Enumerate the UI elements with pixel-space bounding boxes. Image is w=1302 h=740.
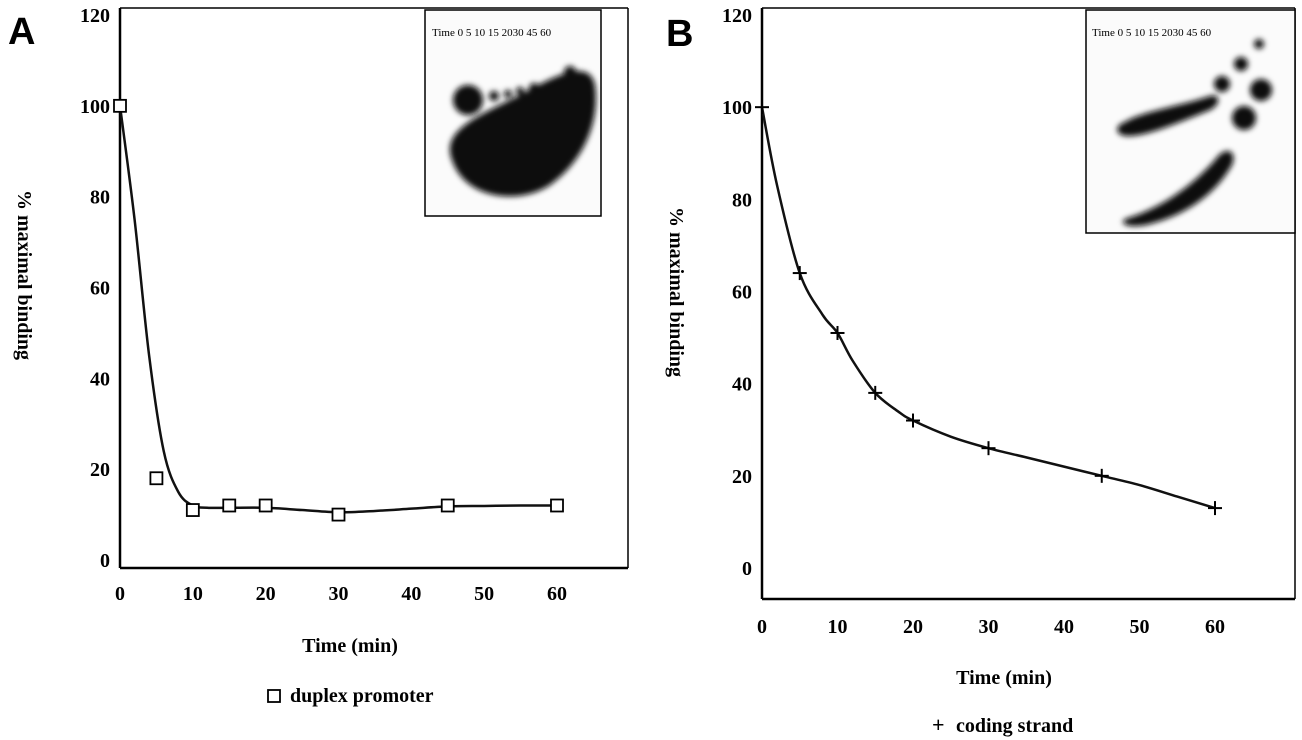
legend-marker-b: + xyxy=(932,712,945,737)
x-tick-label-a: 10 xyxy=(183,583,203,605)
panel-letter-a: A xyxy=(8,11,35,53)
y-tick-label-a: 20 xyxy=(90,459,110,481)
data-point-a xyxy=(113,98,127,113)
x-tick-label-a: 0 xyxy=(115,583,125,605)
x-tick-label-a: 30 xyxy=(329,583,349,605)
y-tick-label-b: 120 xyxy=(722,5,752,27)
x-tick-label-a: 60 xyxy=(547,583,567,605)
x-tick-labels-b: 0 10 20 30 40 50 60 xyxy=(757,616,1225,638)
x-tick-label-b: 0 xyxy=(757,616,767,638)
y-tick-label-b: 0 xyxy=(742,558,752,580)
data-points-b xyxy=(755,100,1222,516)
x-axis-label-b: Time (min) xyxy=(956,667,1052,689)
data-point-a xyxy=(331,507,346,522)
y-tick-label-b: 80 xyxy=(732,189,752,211)
y-tick-label-a: 40 xyxy=(90,368,110,390)
data-point-a xyxy=(222,498,237,513)
panel-a: A 0 20 40 60 80 100 120 0 10 20 30 40 50 60 % maxima… xyxy=(8,5,629,707)
inset-blot-b: Time 0 5 10 15 2030 45 60 xyxy=(1085,9,1296,234)
legend-marker-a xyxy=(267,689,281,703)
y-tick-label-a: 120 xyxy=(80,5,110,27)
y-tick-label-a: 80 xyxy=(90,187,110,209)
data-points-a xyxy=(113,98,564,522)
data-point-a xyxy=(550,498,564,513)
data-point-a xyxy=(185,503,200,517)
x-tick-label-b: 20 xyxy=(903,616,923,638)
y-tick-label-b: 100 xyxy=(722,97,752,119)
y-tick-label-a: 60 xyxy=(90,278,110,300)
x-tick-label-b: 10 xyxy=(828,616,848,638)
data-point-b xyxy=(755,100,769,115)
data-point-a xyxy=(440,498,455,513)
data-point-b xyxy=(981,441,996,456)
data-point-b xyxy=(1094,468,1109,483)
panel-b: B 0 20 40 60 80 100 120 0 10 20 30 40 50 60 % maxima… xyxy=(665,5,1296,737)
data-point-b xyxy=(830,325,845,340)
y-tick-label-b: 20 xyxy=(732,466,752,488)
data-point-a xyxy=(258,498,273,513)
panel-letter-b: B xyxy=(666,13,693,55)
inset-time-header-a: Time 0 5 10 15 2030 45 60 xyxy=(432,27,552,39)
y-axis-label-b: % maximal binding xyxy=(665,207,687,377)
x-tick-labels-a: 0 10 20 30 40 50 60 xyxy=(115,583,567,605)
data-point-b xyxy=(906,413,920,428)
y-tick-label-b: 60 xyxy=(732,282,752,304)
x-tick-label-b: 30 xyxy=(979,616,999,638)
data-point-a xyxy=(149,471,164,486)
y-tick-labels-b: 0 20 40 60 80 100 120 xyxy=(722,5,752,580)
inset-blot-a: Time 0 5 10 15 2030 45 60 xyxy=(424,9,602,217)
x-tick-label-a: 20 xyxy=(256,583,276,605)
legend-label-a: duplex promoter xyxy=(290,685,434,707)
y-tick-label-a: 0 xyxy=(100,550,110,572)
inset-time-header-b: Time 0 5 10 15 2030 45 60 xyxy=(1092,27,1212,39)
x-tick-label-b: 40 xyxy=(1054,616,1074,638)
legend-label-b: coding strand xyxy=(956,715,1073,737)
y-tick-label-a: 100 xyxy=(80,96,110,118)
x-tick-label-a: 40 xyxy=(401,583,421,605)
x-axis-label-a: Time (min) xyxy=(302,635,398,657)
y-axis-label-a: % maximal binding xyxy=(13,190,35,360)
y-tick-label-b: 40 xyxy=(732,374,752,396)
x-tick-label-a: 50 xyxy=(474,583,494,605)
x-tick-label-b: 50 xyxy=(1130,616,1150,638)
data-point-b xyxy=(792,266,807,281)
data-point-b xyxy=(1208,501,1222,516)
x-tick-label-b: 60 xyxy=(1205,616,1225,638)
data-point-b xyxy=(868,385,883,400)
y-tick-labels-a: 0 20 40 60 80 100 120 xyxy=(80,5,110,572)
